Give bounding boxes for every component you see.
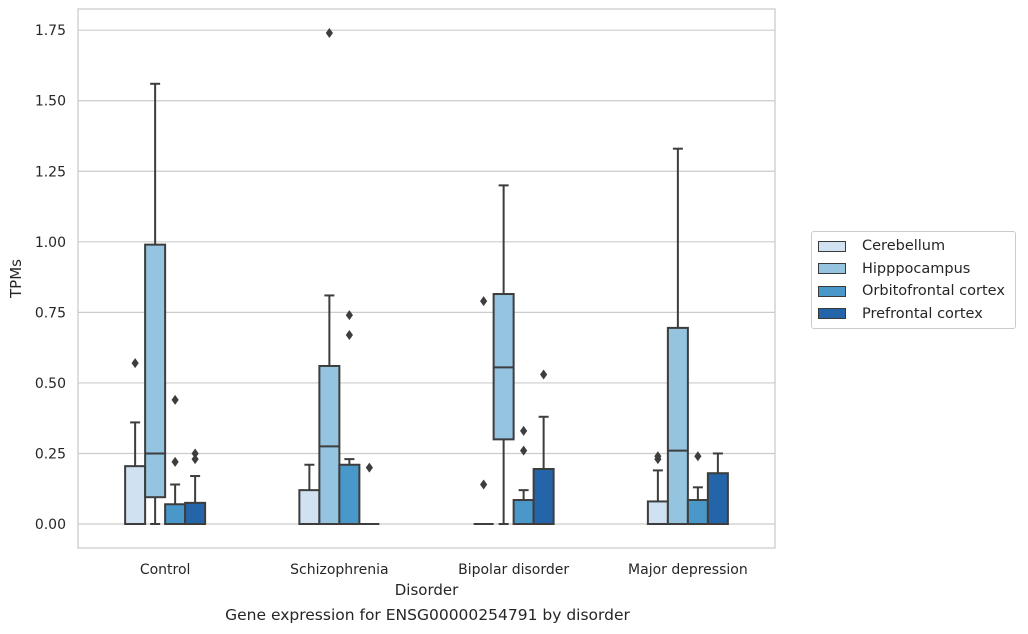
legend-item[interactable]: Hipppocampus <box>812 258 1015 281</box>
box-body <box>646 500 669 526</box>
box-cerebellum <box>298 463 321 526</box>
box-body <box>532 467 555 526</box>
outlier-point <box>480 479 488 490</box>
x-axis-title: Disorder <box>395 581 459 599</box>
outlier-point <box>325 27 333 38</box>
legend-item[interactable]: Cerebellum <box>812 235 1015 258</box>
x-tick-label: Bipolar disorder <box>458 562 569 578</box>
box-hipppocampus <box>318 27 341 526</box>
y-tick-label: 1.50 <box>35 94 66 110</box>
plot-area-frame <box>77 8 776 549</box>
box-cerebellum <box>124 358 147 526</box>
x-tick-label: Schizophrenia <box>290 562 388 578</box>
outlier-point <box>654 451 662 462</box>
x-tick-label: Major depression <box>628 562 748 578</box>
legend-swatch <box>818 308 846 320</box>
y-tick-label: 0.75 <box>35 305 66 321</box>
y-tick-label: 1.75 <box>35 23 66 39</box>
outlier-point <box>171 394 179 405</box>
box-orbitofrontal-cortex <box>164 394 187 526</box>
box-body <box>144 243 167 499</box>
chart-legend: Cerebellum Hipppocampus Orbitofrontal cort… <box>811 231 1016 329</box>
legend-label: Prefrontal cortex <box>862 305 983 322</box>
legend-item[interactable]: Orbitofrontal cortex <box>812 280 1015 303</box>
outlier-point <box>520 445 528 456</box>
box-body <box>298 489 321 526</box>
outlier-point <box>191 454 199 465</box>
legend-label: Hipppocampus <box>862 260 971 277</box>
box-cerebellum <box>473 296 494 526</box>
outlier-point <box>480 296 488 307</box>
box-body <box>164 503 187 526</box>
outlier-point <box>131 358 139 369</box>
outlier-point <box>191 448 199 459</box>
box-hipppocampus <box>492 184 515 526</box>
box-body <box>686 499 709 526</box>
box-prefrontal-cortex <box>706 452 729 526</box>
legend-swatch <box>818 285 846 297</box>
outlier-point <box>540 369 548 380</box>
legend-label: Orbitofrontal cortex <box>862 283 1005 300</box>
x-axis-ticks: Control Schizophrenia Bipolar disorder Majo… <box>140 562 748 578</box>
y-axis-ticks: 0.00 0.25 0.50 0.75 1.00 1.25 1.50 1.75 <box>35 23 66 533</box>
outlier-point <box>345 329 353 340</box>
outlier-point <box>520 425 528 436</box>
y-tick-label: 0.00 <box>35 517 66 533</box>
legend-swatch <box>818 263 846 275</box>
box-prefrontal-cortex <box>359 462 380 526</box>
outlier-point <box>365 462 373 473</box>
box-body <box>124 465 147 526</box>
box-body <box>318 364 341 526</box>
box-marks <box>124 27 729 526</box>
box-prefrontal-cortex <box>184 448 207 526</box>
y-tick-label: 0.25 <box>35 446 66 462</box>
y-axis-title: TPMs <box>7 259 25 299</box>
box-cerebellum <box>646 451 669 526</box>
box-orbitofrontal-cortex <box>512 425 535 526</box>
x-tick-label: Control <box>140 562 191 578</box>
legend-swatch <box>818 240 846 252</box>
y-tick-label: 1.25 <box>35 164 66 180</box>
box-body <box>666 326 689 526</box>
box-hipppocampus <box>666 147 689 526</box>
box-orbitofrontal-cortex <box>686 451 709 526</box>
legend-label: Cerebellum <box>862 238 946 255</box>
y-tick-label: 1.00 <box>35 235 66 251</box>
box-prefrontal-cortex <box>532 369 555 526</box>
outlier-point <box>171 456 179 467</box>
box-body <box>706 472 729 526</box>
box-body <box>338 463 361 526</box>
box-body <box>512 499 535 526</box>
box-body <box>184 501 207 526</box>
outlier-point <box>345 310 353 321</box>
box-orbitofrontal-cortex <box>338 310 361 526</box>
y-tick-label: 0.50 <box>35 376 66 392</box>
box-hipppocampus <box>144 82 167 526</box>
outlier-point <box>694 451 702 462</box>
legend-item[interactable]: Prefrontal cortex <box>812 303 1015 326</box>
chart-caption: Gene expression for ENSG00000254791 by d… <box>225 606 630 624</box>
